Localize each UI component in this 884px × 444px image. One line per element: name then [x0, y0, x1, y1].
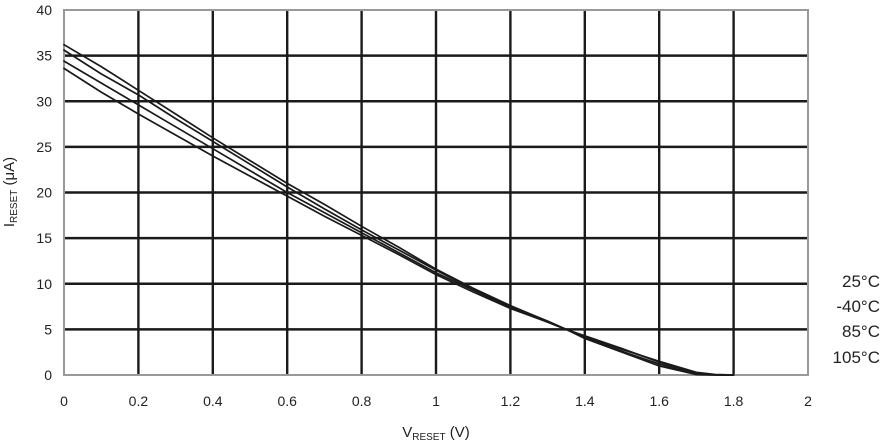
y-tick-label: 0: [44, 367, 52, 383]
y-tick-label: 20: [36, 185, 52, 201]
y-tick-label: 30: [36, 93, 52, 109]
series-line: [63, 60, 735, 376]
x-tick-label: 1.8: [724, 393, 744, 409]
x-tick-label: 0.2: [129, 393, 149, 409]
legend-label: 105°C: [833, 348, 880, 367]
series-line: [63, 67, 735, 376]
x-tick-label: 0.8: [352, 393, 372, 409]
y-tick-label: 5: [44, 321, 52, 337]
y-axis-title: IRESET (μA): [1, 157, 20, 227]
y-tick-label: 15: [36, 230, 52, 246]
grid: [64, 10, 808, 375]
x-axis-title: VRESET (V): [402, 424, 470, 443]
x-tick-label: 1: [432, 393, 440, 409]
x-tick-label: 1.2: [501, 393, 521, 409]
series-line: [63, 43, 735, 376]
series-layer: [63, 43, 735, 376]
x-tick-label: 1.6: [649, 393, 669, 409]
series-line: [63, 49, 735, 376]
y-tick-label: 25: [36, 139, 52, 155]
legend-label: 25°C: [842, 272, 880, 291]
x-tick-label: 1.4: [575, 393, 595, 409]
x-tick-label: 0.6: [277, 393, 297, 409]
legend-label: 85°C: [842, 322, 880, 341]
plot-frame: [63, 9, 809, 376]
y-tick-label: 40: [36, 2, 52, 18]
y-tick-label: 35: [36, 48, 52, 64]
x-tick-label: 2: [804, 393, 812, 409]
x-tick-label: 0.4: [203, 393, 223, 409]
x-tick-label: 0: [60, 393, 68, 409]
y-tick-labels: 0 5 10 15 20 25 30 35 40: [36, 2, 52, 383]
y-tick-label: 10: [36, 276, 52, 292]
legend: 25°C -40°C 85°C 105°C: [833, 272, 880, 367]
x-tick-labels: 0 0.2 0.4 0.6 0.8 1 1.2 1.4 1.6 1.8 2: [60, 393, 812, 409]
legend-label: -40°C: [836, 297, 880, 316]
